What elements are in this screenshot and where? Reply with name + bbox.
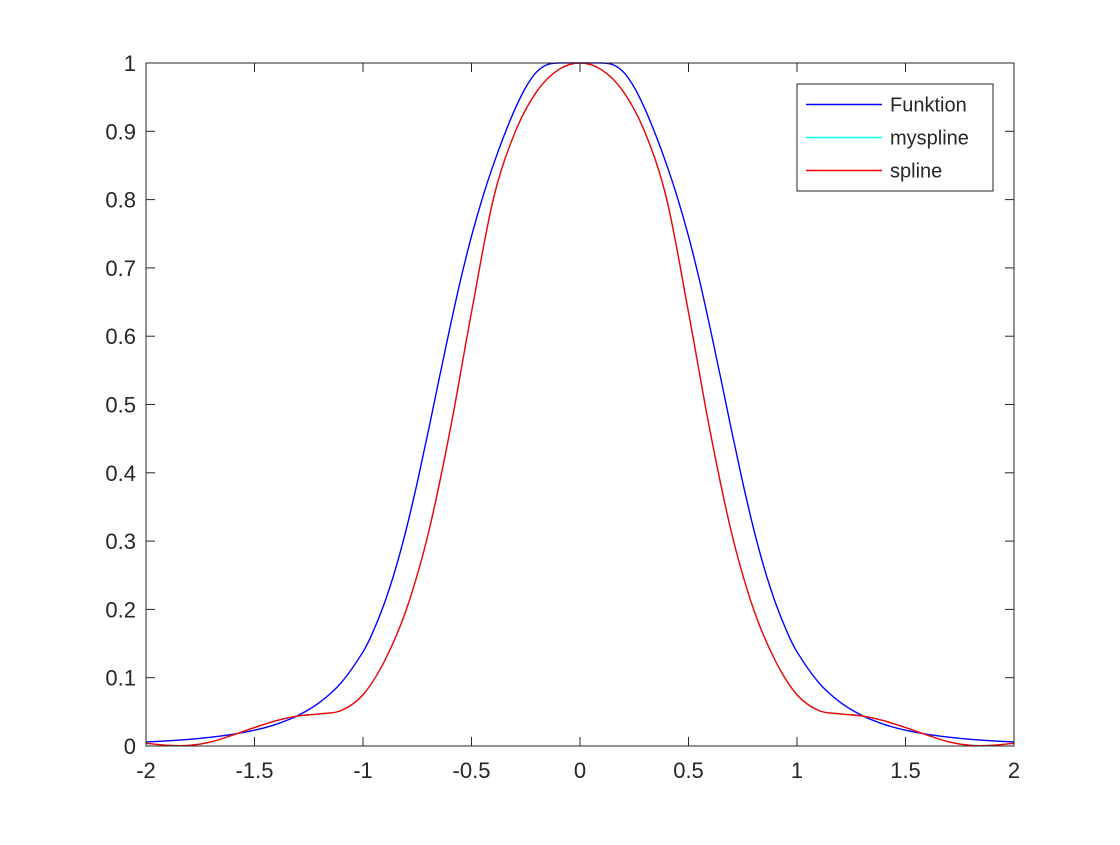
legend-label: spline — [890, 161, 942, 183]
y-tick-label: 0.2 — [105, 597, 136, 622]
x-tick-label: 0.5 — [673, 758, 704, 783]
axes: -2 -1.5 -1 -0.5 0 0.5 1 1.5 2 0 0.1 0.2 0.3 0.4 0.5 0.6… — [105, 51, 1020, 783]
y-tick-label: 0.7 — [105, 256, 136, 281]
y-tick-label: 0.3 — [105, 529, 136, 554]
x-tick-label: -1.5 — [236, 758, 274, 783]
legend-label: Funktion — [890, 95, 967, 117]
x-tick-label: 2 — [1008, 758, 1020, 783]
y-tick-label: 0 — [124, 734, 136, 759]
x-tick-label: 0 — [574, 758, 586, 783]
x-tick-label: -0.5 — [453, 758, 491, 783]
legend-label: myspline — [890, 128, 969, 150]
y-tick-label: 0.5 — [105, 393, 136, 418]
x-tick-label: 1.5 — [890, 758, 921, 783]
x-tick-label: 1 — [791, 758, 803, 783]
y-tick-label: 0.8 — [105, 188, 136, 213]
y-tick-label: 1 — [124, 51, 136, 76]
x-tick-label: -1 — [353, 758, 373, 783]
y-tick-label: 0.4 — [105, 461, 136, 486]
y-tick-label: 0.9 — [105, 119, 136, 144]
y-tick-label: 0.6 — [105, 324, 136, 349]
legend: Funktion myspline spline — [796, 83, 994, 192]
x-tick-label: -2 — [136, 758, 156, 783]
y-tick-label: 0.1 — [105, 666, 136, 691]
